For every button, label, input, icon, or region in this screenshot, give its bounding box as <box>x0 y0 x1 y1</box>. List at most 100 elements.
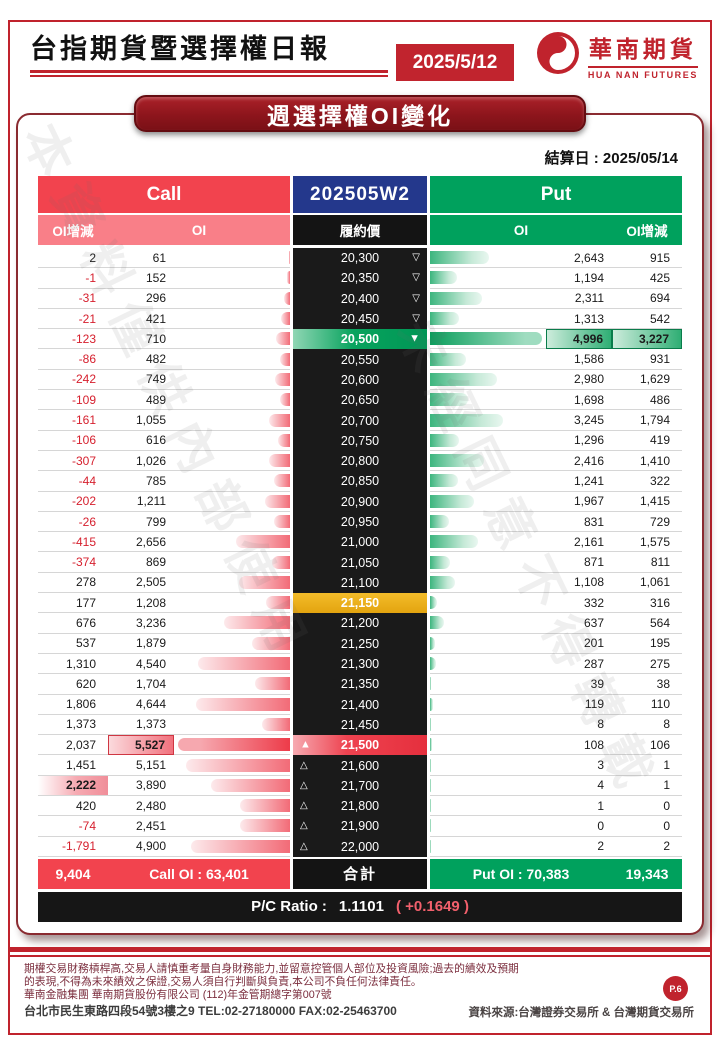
put-bar-cell <box>430 776 546 797</box>
put-oi-cell: 2,311 <box>546 289 612 309</box>
put-oi-bar <box>430 515 449 528</box>
put-oi-cell: 119 <box>546 695 612 715</box>
table-row: -161 1,055 20,700 3,245 1,794 <box>38 410 682 431</box>
strike-value: 20,900 <box>340 494 380 509</box>
call-bar-cell <box>174 431 290 451</box>
call-oi-cell: 1,211 <box>108 492 174 512</box>
call-oi-bar <box>289 251 290 265</box>
strike-value: 20,950 <box>340 515 380 529</box>
put-oi-cell: 1,296 <box>546 431 612 451</box>
put-bar-cell <box>430 329 546 350</box>
call-bar-cell <box>174 796 290 817</box>
strike-cell: 20,950 <box>293 511 427 533</box>
call-oi-cell: 710 <box>108 329 174 350</box>
call-bar-cell <box>174 512 290 533</box>
call-subheader: OI增減 OI <box>38 215 290 245</box>
table-body: 2 61 20,300 ▽ 2,643 915 -1 152 20,350 ▽ 1,194 425 -3… <box>38 248 682 857</box>
call-oi-cell: 785 <box>108 471 174 492</box>
put-bar-cell <box>430 816 546 837</box>
call-oi-change-cell: -109 <box>38 390 108 411</box>
call-oi-bar <box>280 352 290 366</box>
call-bar-cell <box>174 370 290 391</box>
call-oi-bar <box>178 738 290 752</box>
put-bar-cell <box>430 431 546 451</box>
bottom-rule-thick <box>8 947 712 952</box>
put-bar-cell <box>430 837 546 857</box>
call-oi-bar <box>274 474 290 488</box>
strike-cell: ▲ 21,500 <box>293 735 427 756</box>
settlement-date: 結算日 : 2025/05/14 <box>544 150 678 167</box>
strike-cell: △ 21,800 <box>293 796 427 817</box>
table-row: 420 2,480 △ 21,800 1 0 <box>38 796 682 817</box>
call-oi-cell: 296 <box>108 289 174 309</box>
strike-value: 21,500 <box>340 738 380 753</box>
put-bar-cell <box>430 796 546 817</box>
call-oi-cell: 421 <box>108 309 174 330</box>
put-oi-cell: 3 <box>546 755 612 776</box>
put-oi-cell: 2,643 <box>546 248 612 269</box>
table-row: -86 482 20,550 1,586 931 <box>38 349 682 370</box>
call-oi-cell: 869 <box>108 552 174 573</box>
table-row: -26 799 20,950 831 729 <box>38 511 682 533</box>
put-oi-change-cell: 1,629 <box>612 370 682 391</box>
table-row: 1,451 5,151 △ 21,600 3 1 <box>38 755 682 776</box>
call-oi-change-cell: 1,451 <box>38 755 108 776</box>
report-panel: 本資料僅供內部使用 未經同意不得轉載 結算日 : 2025/05/14 Call… <box>16 113 704 935</box>
call-oi-cell: 489 <box>108 390 174 411</box>
strike-cell: △ 21,900 <box>293 816 427 837</box>
put-oi-bar <box>430 352 466 366</box>
put-oi-bar <box>430 535 478 549</box>
call-oi-bar <box>274 515 290 528</box>
put-oi-change-cell: 811 <box>612 552 682 573</box>
call-oi-cell: 4,644 <box>108 695 174 715</box>
strike-value: 20,300 <box>340 251 380 266</box>
call-totals: 9,404 Call OI : 63,401 <box>38 858 290 889</box>
put-oi-change-cell: 3,227 <box>612 329 682 350</box>
call-oi-cell: 5,527 <box>108 735 174 756</box>
put-oi-change-cell: 110 <box>612 695 682 715</box>
call-bar-cell <box>174 451 290 472</box>
put-oi-bar <box>430 372 497 386</box>
call-bar-cell <box>174 410 290 431</box>
put-bar-cell <box>430 512 546 533</box>
strike-value: 22,000 <box>340 839 380 854</box>
call-oi-cell: 2,656 <box>108 532 174 553</box>
put-oi-change-cell: 915 <box>612 248 682 269</box>
table-row: -1 152 20,350 ▽ 1,194 425 <box>38 268 682 289</box>
disclaimer-line: 的表現,不得為未來績效之保證,交易人須自行判斷與負責,本公司不負任何法律責任。 <box>24 976 422 988</box>
total-label: 合計 <box>293 858 427 889</box>
call-oi-bar <box>269 413 290 427</box>
strike-value: 21,600 <box>340 758 380 773</box>
put-oi-bar <box>430 251 489 265</box>
put-oi-bar <box>430 433 459 447</box>
call-bar-cell <box>174 248 290 269</box>
put-bar-cell <box>430 613 546 634</box>
put-oi-change-cell: 0 <box>612 816 682 837</box>
call-bar-cell <box>174 776 290 797</box>
call-oi-bar <box>266 596 290 610</box>
put-bar-cell <box>430 654 546 675</box>
put-oi-cell: 0 <box>546 816 612 837</box>
put-oi-change-cell: 1,415 <box>612 492 682 512</box>
strike-cell: 20,500 ▼ <box>293 329 427 350</box>
put-oi-change-cell: 1,575 <box>612 532 682 553</box>
strike-cell: 20,450 ▽ <box>293 308 427 330</box>
pc-ratio-label: P/C Ratio : <box>251 898 327 916</box>
strike-cell: 21,050 <box>293 552 427 573</box>
strike-cell: 20,750 <box>293 430 427 451</box>
put-oi-change-label: OI增減 <box>626 224 668 239</box>
table-row: 278 2,505 21,100 1,108 1,061 <box>38 572 682 594</box>
table-row: 2 61 20,300 ▽ 2,643 915 <box>38 248 682 269</box>
call-oi-change-cell: 2 <box>38 248 108 269</box>
table-row: -123 710 20,500 ▼ 4,996 3,227 <box>38 329 682 350</box>
strike-cell: 20,700 <box>293 410 427 431</box>
put-oi-cell: 8 <box>546 715 612 736</box>
put-bar-cell <box>430 268 546 289</box>
strike-cell: 20,650 <box>293 390 427 411</box>
call-oi-change-cell: -86 <box>38 349 108 370</box>
put-oi-bar <box>430 454 484 468</box>
put-oi-cell: 1 <box>546 796 612 817</box>
call-oi-bar <box>276 332 290 346</box>
put-oi-change-cell: 729 <box>612 512 682 533</box>
